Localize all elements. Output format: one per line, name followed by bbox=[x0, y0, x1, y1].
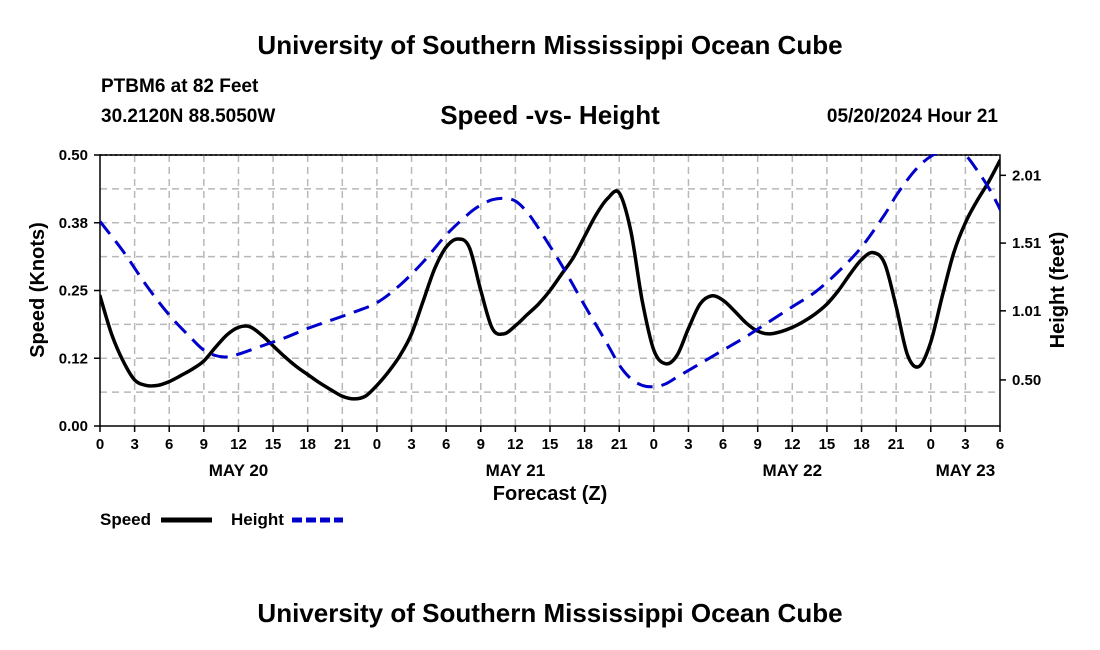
x-tick-label: 15 bbox=[542, 436, 559, 453]
x-tick-label: 12 bbox=[230, 436, 247, 453]
x-tick-label: 3 bbox=[684, 436, 692, 453]
y-tick-label-right: 1.01 bbox=[1012, 303, 1041, 320]
x-tick-label: 15 bbox=[265, 436, 282, 453]
x-tick-label: 0 bbox=[373, 436, 381, 453]
x-tick-label: 6 bbox=[996, 436, 1004, 453]
x-tick-label: 0 bbox=[650, 436, 658, 453]
x-tick-label: 21 bbox=[611, 436, 628, 453]
y-axis-label-right: Height (feet) bbox=[1047, 232, 1069, 349]
height-series-line bbox=[100, 154, 1000, 389]
x-tick-label: 18 bbox=[576, 436, 593, 453]
y-tick-label-right: 2.01 bbox=[1012, 167, 1041, 184]
x-tick-label: 0 bbox=[927, 436, 935, 453]
x-tick-label: 6 bbox=[719, 436, 727, 453]
x-tick-label: 3 bbox=[407, 436, 415, 453]
y-tick-label-right: 1.51 bbox=[1012, 235, 1041, 252]
date-label: MAY 23 bbox=[936, 461, 996, 480]
y-tick-label-right: 0.50 bbox=[1012, 372, 1041, 389]
legend-speed-label: Speed bbox=[100, 510, 151, 529]
x-tick-label: 3 bbox=[130, 436, 138, 453]
date-label: MAY 22 bbox=[763, 461, 823, 480]
speed-series-line bbox=[100, 158, 1000, 401]
x-tick-label: 12 bbox=[784, 436, 801, 453]
station-label: PTBM6 at 82 Feet bbox=[101, 76, 259, 97]
chart-series bbox=[100, 154, 1000, 401]
y-tick-label-left: 0.12 bbox=[59, 350, 88, 367]
y-axis-label-left: Speed (Knots) bbox=[27, 222, 49, 358]
x-tick-label: 3 bbox=[961, 436, 969, 453]
date-label: MAY 20 bbox=[209, 461, 269, 480]
x-tick-label: 18 bbox=[853, 436, 870, 453]
x-tick-label: 12 bbox=[507, 436, 524, 453]
y-tick-label-left: 0.50 bbox=[59, 147, 88, 164]
x-tick-label: 6 bbox=[442, 436, 450, 453]
station-coordinates: 30.2120N 88.5050W bbox=[101, 106, 276, 127]
legend: Speed Height bbox=[100, 510, 343, 529]
x-tick-label: 9 bbox=[754, 436, 762, 453]
x-tick-label: 6 bbox=[165, 436, 173, 453]
chart-axes: 0 3 6 9 12 15 18 21 0 3 6 9 12 15 18 21 0 3 6 9 12 15 18 21 0 3 6 0… bbox=[59, 147, 1041, 480]
chart-title: Speed -vs- Height bbox=[440, 100, 660, 130]
x-axis-label: Forecast (Z) bbox=[493, 483, 607, 505]
y-tick-label-left: 0.38 bbox=[59, 215, 88, 232]
x-tick-label: 0 bbox=[96, 436, 104, 453]
legend-height-label: Height bbox=[231, 510, 284, 529]
x-tick-label: 9 bbox=[477, 436, 485, 453]
issue-time: 05/20/2024 Hour 21 bbox=[826, 106, 998, 127]
y-tick-label-left: 0.00 bbox=[59, 418, 88, 435]
y-tick-label-left: 0.25 bbox=[59, 283, 88, 300]
x-tick-label: 15 bbox=[819, 436, 836, 453]
x-tick-label: 18 bbox=[299, 436, 316, 453]
main-title: University of Southern Mississippi Ocean… bbox=[257, 30, 843, 60]
x-tick-label: 21 bbox=[334, 436, 351, 453]
date-label: MAY 21 bbox=[486, 461, 546, 480]
footer-title: University of Southern Mississippi Ocean… bbox=[257, 598, 843, 628]
x-tick-label: 21 bbox=[888, 436, 905, 453]
x-tick-label: 9 bbox=[200, 436, 208, 453]
